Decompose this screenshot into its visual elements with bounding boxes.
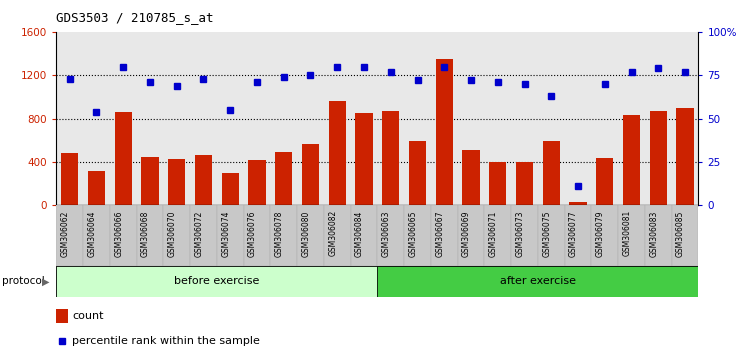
Text: GSM306069: GSM306069 <box>462 210 471 257</box>
Text: protocol: protocol <box>2 276 44 286</box>
Bar <box>328 101 346 205</box>
Text: GSM306065: GSM306065 <box>409 210 418 257</box>
Bar <box>168 159 185 205</box>
Bar <box>645 205 671 266</box>
Bar <box>61 153 78 205</box>
Bar <box>409 141 427 205</box>
Text: GSM306066: GSM306066 <box>114 210 123 257</box>
Bar <box>190 205 217 266</box>
Text: GSM306085: GSM306085 <box>676 210 685 257</box>
Bar <box>538 205 565 266</box>
Bar <box>163 205 190 266</box>
Bar <box>137 205 164 266</box>
Bar <box>56 266 378 297</box>
Bar <box>431 205 457 266</box>
Bar <box>56 309 68 323</box>
Bar <box>114 112 132 205</box>
Text: GDS3503 / 210785_s_at: GDS3503 / 210785_s_at <box>56 11 214 24</box>
Bar <box>489 162 506 205</box>
Bar <box>88 171 105 205</box>
Text: GSM306079: GSM306079 <box>596 210 605 257</box>
Text: GSM306083: GSM306083 <box>650 210 659 257</box>
Text: percentile rank within the sample: percentile rank within the sample <box>72 336 261 346</box>
Bar <box>243 205 270 266</box>
Bar <box>355 113 372 205</box>
Bar <box>141 156 158 205</box>
Bar <box>83 205 110 266</box>
Text: GSM306067: GSM306067 <box>436 210 445 257</box>
Bar <box>56 205 83 266</box>
Bar <box>249 160 266 205</box>
Text: GSM306062: GSM306062 <box>61 210 70 257</box>
Bar <box>270 205 297 266</box>
Text: GSM306075: GSM306075 <box>542 210 551 257</box>
Bar <box>378 205 404 266</box>
Text: GSM306070: GSM306070 <box>167 210 176 257</box>
Text: GSM306080: GSM306080 <box>301 210 310 257</box>
Text: GSM306076: GSM306076 <box>248 210 257 257</box>
Bar <box>592 205 618 266</box>
Bar <box>217 205 243 266</box>
Bar <box>618 205 645 266</box>
Text: before exercise: before exercise <box>174 276 260 286</box>
Bar <box>565 205 592 266</box>
Bar <box>511 205 538 266</box>
Bar <box>677 108 694 205</box>
Bar <box>484 205 511 266</box>
Text: GSM306073: GSM306073 <box>515 210 524 257</box>
Bar <box>542 141 560 205</box>
Text: GSM306072: GSM306072 <box>195 210 204 257</box>
Bar <box>110 205 137 266</box>
Bar <box>516 162 533 205</box>
Bar <box>324 205 351 266</box>
Text: GSM306081: GSM306081 <box>623 210 632 256</box>
Bar <box>671 205 698 266</box>
Bar <box>378 266 698 297</box>
Text: GSM306077: GSM306077 <box>569 210 578 257</box>
Text: GSM306078: GSM306078 <box>275 210 284 257</box>
Bar <box>650 111 667 205</box>
Text: GSM306082: GSM306082 <box>328 210 337 256</box>
Bar <box>457 205 484 266</box>
Bar <box>297 205 324 266</box>
Text: GSM306084: GSM306084 <box>355 210 364 257</box>
Bar <box>302 143 319 205</box>
Text: after exercise: after exercise <box>500 276 576 286</box>
Text: GSM306064: GSM306064 <box>87 210 96 257</box>
Bar <box>195 155 213 205</box>
Text: ▶: ▶ <box>42 276 50 286</box>
Text: count: count <box>72 311 104 321</box>
Text: GSM306063: GSM306063 <box>382 210 391 257</box>
Bar <box>463 150 480 205</box>
Text: GSM306074: GSM306074 <box>222 210 231 257</box>
Text: GSM306068: GSM306068 <box>141 210 150 257</box>
Bar <box>222 173 239 205</box>
Bar <box>436 59 453 205</box>
Bar <box>569 202 587 205</box>
Bar <box>404 205 431 266</box>
Text: GSM306071: GSM306071 <box>489 210 498 257</box>
Bar <box>623 115 641 205</box>
Bar <box>596 158 614 205</box>
Bar <box>275 152 292 205</box>
Bar <box>382 111 400 205</box>
Bar <box>351 205 377 266</box>
